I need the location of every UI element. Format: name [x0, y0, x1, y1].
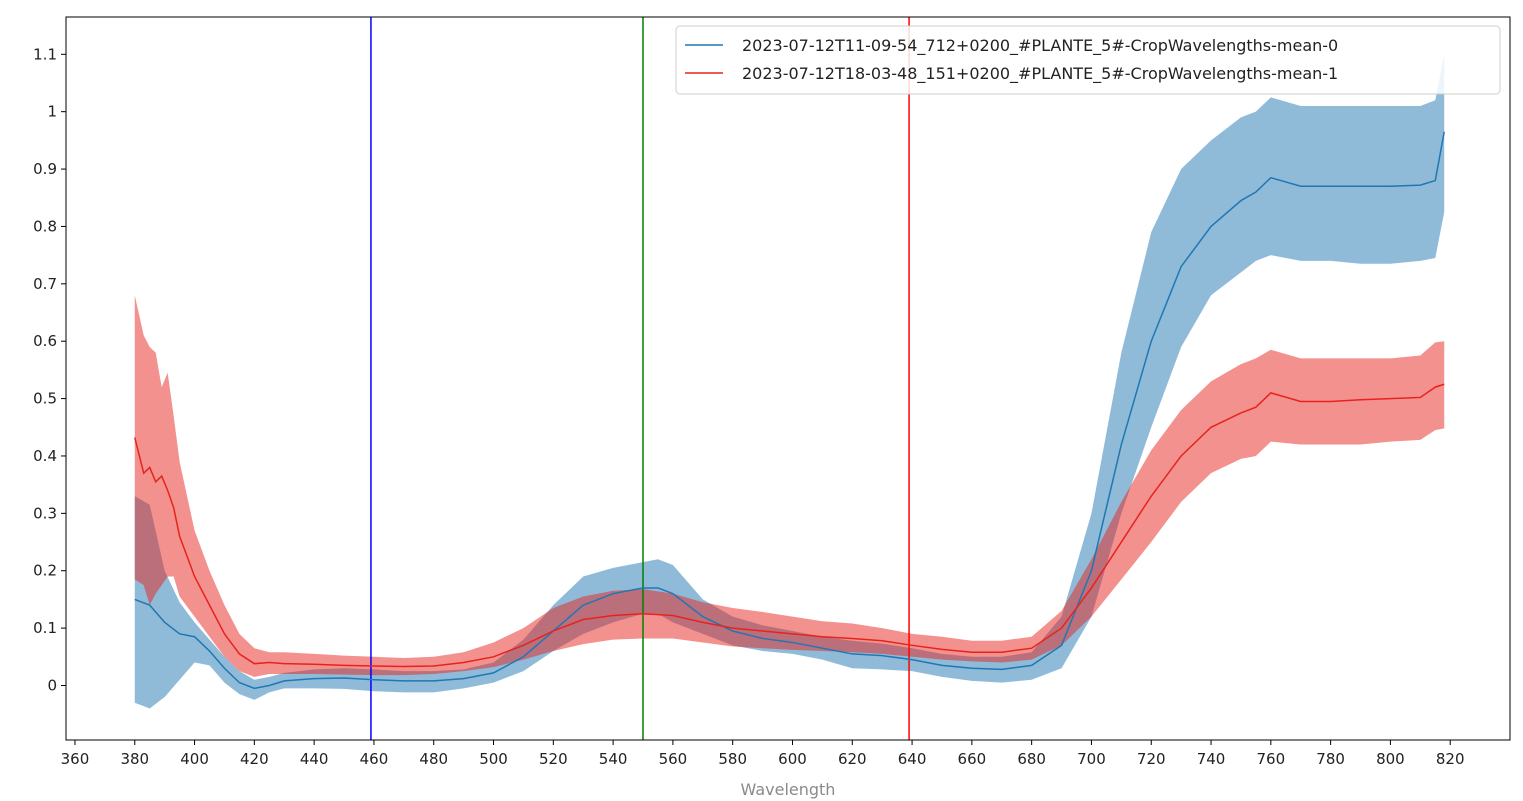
- y-tick-label: 0.3: [33, 504, 57, 522]
- x-tick-label: 760: [1257, 750, 1286, 768]
- x-tick-label: 440: [300, 750, 329, 768]
- legend-box: [675, 25, 1501, 95]
- y-tick-label: 0.9: [33, 160, 57, 178]
- x-tick-label: 400: [180, 750, 209, 768]
- reference-lines: [370, 17, 910, 740]
- plot-frame: [65, 16, 1511, 741]
- axes: 360 380 400 420 440 460 480 500 520 540 560 580 600 6…: [33, 16, 1511, 768]
- x-tick-label: 800: [1376, 750, 1405, 768]
- series-lines: [134, 131, 1445, 690]
- x-tick-label: 660: [958, 750, 987, 768]
- y-tick-label: 1: [47, 103, 57, 121]
- band-series-1: [134, 295, 1445, 677]
- x-tick-label: 620: [838, 750, 867, 768]
- y-tick-label: 0.5: [33, 390, 57, 408]
- x-tick-label: 740: [1197, 750, 1226, 768]
- x-tick-label: 480: [419, 750, 448, 768]
- y-tick-label: 0.4: [33, 447, 57, 465]
- y-tick-label: 0.6: [33, 332, 57, 350]
- y-tick-label: 0: [47, 676, 57, 694]
- x-tick-label: 500: [479, 750, 508, 768]
- uncertainty-bands: [134, 54, 1445, 709]
- band-series-0: [134, 54, 1445, 709]
- x-tick-label: 380: [120, 750, 149, 768]
- legend: 2023-07-12T11-09-54_712+0200_#PLANTE_5#-…: [675, 25, 1501, 95]
- x-tick-label: 700: [1077, 750, 1106, 768]
- y-tick-label: 1.1: [33, 45, 57, 63]
- x-tick-label: 540: [599, 750, 628, 768]
- y-tick-label: 0.2: [33, 562, 57, 580]
- x-tick-label: 460: [360, 750, 389, 768]
- legend-entry-1: 2023-07-12T18-03-48_151+0200_#PLANTE_5#-…: [742, 64, 1338, 84]
- x-tick-label: 560: [659, 750, 688, 768]
- legend-entry-0: 2023-07-12T11-09-54_712+0200_#PLANTE_5#-…: [742, 36, 1338, 56]
- x-tick-label: 600: [778, 750, 807, 768]
- x-tick-label: 780: [1316, 750, 1345, 768]
- line-series-0: [134, 131, 1445, 690]
- x-tick-label: 680: [1017, 750, 1046, 768]
- y-tick-label: 0.1: [33, 619, 57, 637]
- y-tick-label: 0.8: [33, 217, 57, 235]
- x-tick-label: 420: [240, 750, 269, 768]
- x-tick-label: 360: [61, 750, 90, 768]
- x-tick-label: 720: [1137, 750, 1166, 768]
- x-tick-label: 580: [718, 750, 747, 768]
- y-tick-label: 0.7: [33, 275, 57, 293]
- x-tick-label: 820: [1436, 750, 1465, 768]
- x-axis-label: Wavelength: [741, 780, 836, 799]
- line-series-1: [134, 383, 1445, 668]
- x-tick-label: 640: [898, 750, 927, 768]
- x-tick-label: 520: [539, 750, 568, 768]
